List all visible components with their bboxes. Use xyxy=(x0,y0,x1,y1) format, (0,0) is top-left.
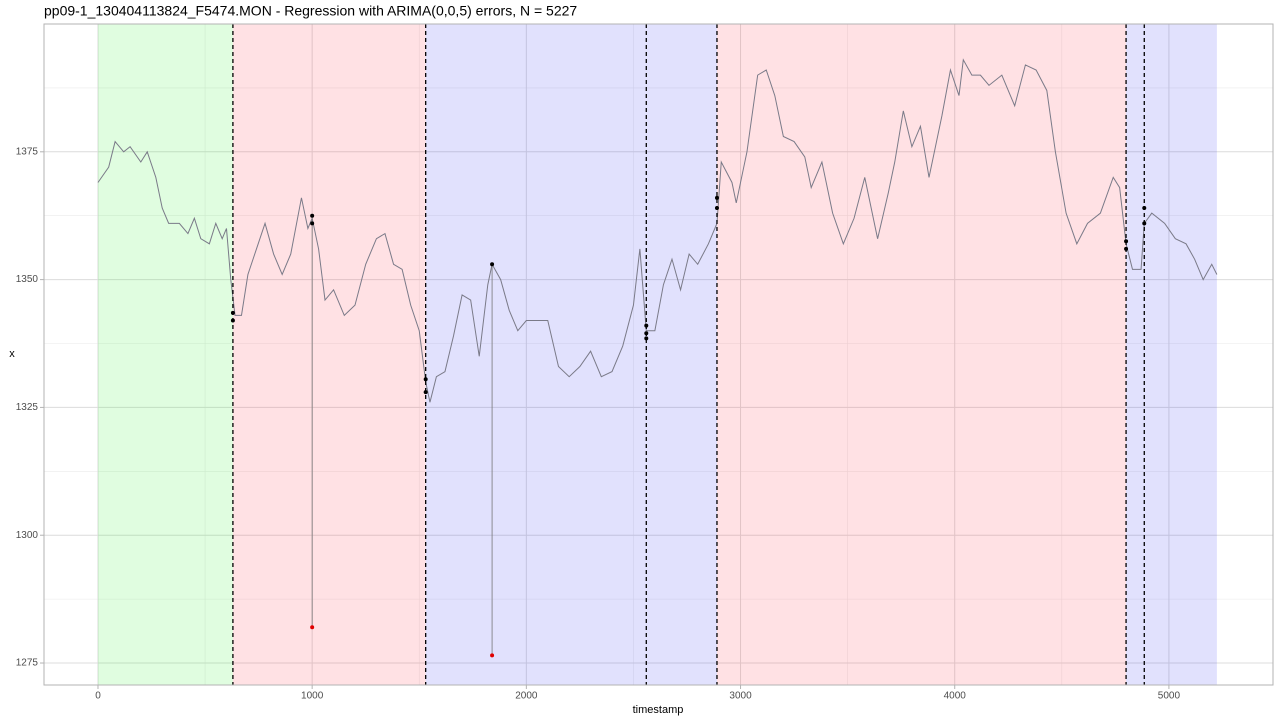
y-tick-label: 1325 xyxy=(16,402,39,413)
x-tick-label: 3000 xyxy=(729,691,752,702)
changepoint-point xyxy=(1142,206,1147,211)
segment-region xyxy=(716,24,1127,685)
x-tick-label: 0 xyxy=(95,691,101,702)
changepoint-point xyxy=(230,310,235,315)
segment-region xyxy=(1126,24,1217,685)
changepoint-point xyxy=(1124,246,1129,251)
y-tick-label: 1350 xyxy=(16,274,39,285)
changepoint-point xyxy=(310,221,315,226)
changepoint-point xyxy=(230,318,235,323)
x-tick-label: 1000 xyxy=(301,691,324,702)
outlier-point xyxy=(310,625,315,630)
changepoint-point xyxy=(714,195,719,200)
segment-region xyxy=(425,24,717,685)
changepoint-point xyxy=(714,206,719,211)
segment-region xyxy=(232,24,426,685)
x-tick-label: 5000 xyxy=(1158,691,1181,702)
y-tick-label: 1275 xyxy=(16,658,39,669)
series-line xyxy=(97,58,1218,403)
changepoint-point xyxy=(644,336,649,341)
x-axis-label: timestamp xyxy=(633,704,684,716)
chart-title: pp09-1_130404113824_F5474.MON - Regressi… xyxy=(44,3,577,19)
changepoint-point xyxy=(310,213,315,218)
segment-region xyxy=(97,24,233,685)
panel-border xyxy=(43,23,1274,686)
y-tick-label: 1375 xyxy=(16,146,39,157)
plot-panel xyxy=(44,24,1273,685)
x-tick-label: 2000 xyxy=(515,691,538,702)
y-axis-label: x xyxy=(9,348,15,360)
y-tick-label: 1300 xyxy=(16,530,39,541)
outlier-point xyxy=(490,653,495,658)
x-tick-label: 4000 xyxy=(944,691,967,702)
changepoint-point xyxy=(1124,239,1129,244)
changepoint-point xyxy=(644,323,649,328)
changepoint-point xyxy=(490,262,495,267)
changepoint-point xyxy=(644,331,649,336)
changepoint-point xyxy=(423,377,428,382)
changepoint-point xyxy=(1142,221,1147,226)
changepoint-point xyxy=(423,390,428,395)
